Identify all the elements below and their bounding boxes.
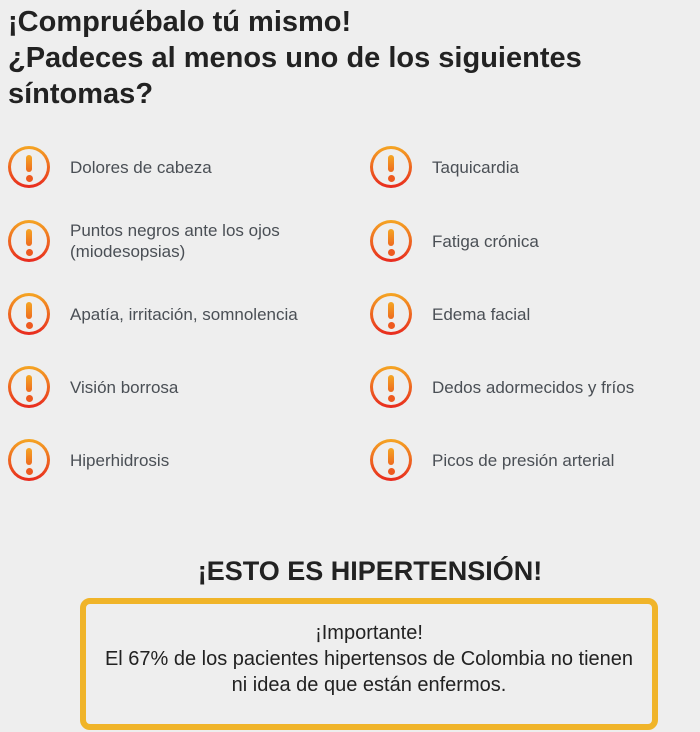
exclamation-circle-icon: [8, 146, 50, 188]
notice-title: ¡Importante!: [315, 622, 423, 644]
symptom-item: Edema facial: [370, 293, 700, 335]
exclamation-circle-icon: [370, 146, 412, 188]
symptom-label: Hiperhidrosis: [70, 450, 170, 470]
symptom-label: Dedos adormecidos y fríos: [432, 377, 635, 397]
exclamation-circle-icon: [8, 366, 50, 408]
symptom-item: Hiperhidrosis: [8, 439, 338, 481]
symptom-item: Apatía, irritación, somnolencia: [8, 293, 338, 335]
symptom-label: Fatiga crónica: [432, 231, 539, 251]
symptom-item: Dedos adormecidos y fríos: [370, 366, 700, 408]
symptom-label: Edema facial: [432, 304, 531, 324]
exclamation-circle-icon: [8, 293, 50, 335]
symptom-item: Puntos negros ante los ojos (miodesopsia…: [8, 220, 338, 262]
symptom-item: Visión borrosa: [8, 366, 338, 408]
title-line-2: ¿Padeces al menos uno de los siguientes …: [8, 42, 582, 110]
title-line-1: ¡Compruébalo tú mismo!: [8, 6, 352, 38]
verdict-heading: ¡ESTO ES HIPERTENSIÓN!: [197, 556, 543, 586]
exclamation-circle-icon: [370, 220, 412, 262]
page-title: ¡Compruébalo tú mismo! ¿Padeces al menos …: [8, 4, 698, 112]
notice-text: El 67% de los pacientes hipertensos de C…: [104, 648, 634, 696]
important-notice: ¡Importante! El 67% de los pacientes hip…: [80, 598, 658, 730]
symptom-item: Dolores de cabeza: [8, 146, 338, 188]
symptom-label: Taquicardia: [432, 157, 519, 177]
symptom-label: Picos de presión arterial: [432, 450, 615, 470]
exclamation-circle-icon: [370, 366, 412, 408]
symptom-label: Puntos negros ante los ojos (miodesopsia…: [70, 221, 280, 261]
symptom-item: Picos de presión arterial: [370, 439, 700, 481]
symptom-label: Visión borrosa: [70, 377, 179, 397]
exclamation-circle-icon: [370, 439, 412, 481]
symptom-label: Apatía, irritación, somnolencia: [70, 304, 298, 324]
exclamation-circle-icon: [8, 439, 50, 481]
exclamation-circle-icon: [370, 293, 412, 335]
symptom-label: Dolores de cabeza: [70, 157, 212, 177]
symptom-item: Fatiga crónica: [370, 220, 700, 262]
symptom-item: Taquicardia: [370, 146, 700, 188]
exclamation-circle-icon: [8, 220, 50, 262]
